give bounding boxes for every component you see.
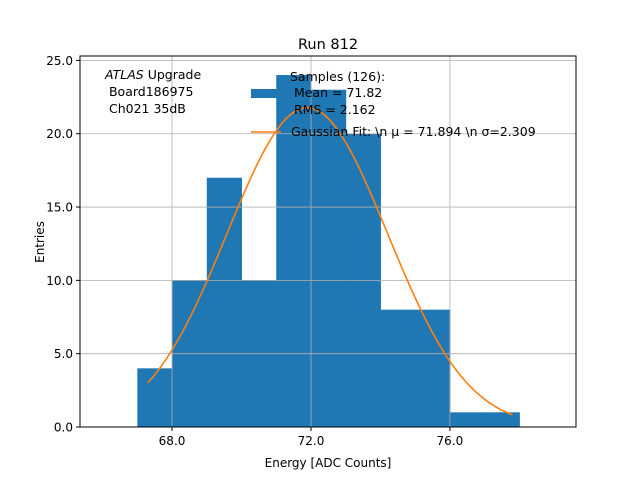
histogram-bar [484, 412, 520, 427]
atlas-annotation: ATLAS Upgrade Board186975 Ch021 35dB [104, 67, 201, 116]
histogram-bar [206, 177, 243, 427]
x-tick-label: 68.0 [159, 434, 186, 448]
chart-title: Run 812 [298, 37, 358, 53]
atlas-label: ATLAS [104, 67, 144, 82]
y-axis-label: Entries [33, 221, 47, 263]
svg-text:ATLAS Upgrade: ATLAS Upgrade [104, 67, 201, 82]
legend-histogram-swatch [251, 89, 281, 98]
legend: Samples (126): Mean = 71.82 RMS = 2.162 … [251, 69, 536, 139]
histogram-bar [380, 309, 416, 427]
x-tick-label: 76.0 [437, 434, 464, 448]
y-tick-label: 0.0 [54, 421, 73, 435]
histogram-bar [449, 412, 486, 427]
x-tick-label: 72.0 [298, 434, 325, 448]
legend-samples-line3: RMS = 2.162 [290, 102, 376, 117]
upgrade-label: Upgrade [144, 67, 202, 82]
legend-fit-label: Gaussian Fit: \n μ = 71.894 \n σ=2.309 [291, 124, 536, 139]
gaussian-fit-line [147, 106, 513, 416]
y-tick-label: 5.0 [54, 347, 73, 361]
histogram-bar [310, 89, 347, 428]
axes-frame [79, 55, 577, 428]
y-tick-label: 15.0 [46, 201, 73, 215]
x-axis-label: Energy [ADC Counts] [265, 456, 392, 470]
y-tick-label: 10.0 [46, 274, 73, 288]
channel-label: Ch021 35dB [105, 101, 186, 116]
y-tick-label: 20.0 [46, 127, 73, 141]
legend-samples-line2: Mean = 71.82 [290, 85, 382, 100]
histogram-bar [137, 368, 173, 427]
histogram-bar [415, 309, 451, 427]
legend-samples-line1: Samples (126): [290, 69, 385, 84]
board-label: Board186975 [105, 84, 193, 99]
y-tick-label: 25.0 [46, 54, 73, 68]
